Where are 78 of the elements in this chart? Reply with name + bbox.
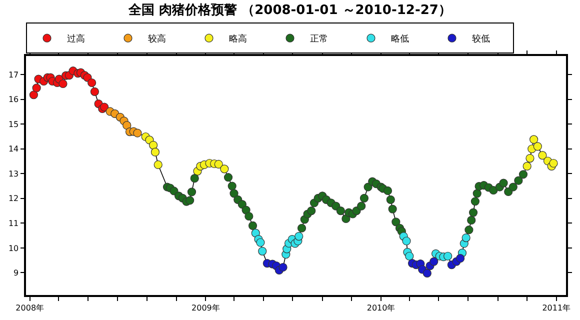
point [522,162,532,171]
y-tick-label: 10 [8,244,19,253]
point [402,236,411,246]
point [467,216,476,224]
point [422,268,432,278]
point [154,160,162,170]
y-tick-label: 17 [8,70,19,80]
point [256,238,265,247]
point [533,142,542,151]
point [149,140,158,150]
point [244,212,254,221]
point [32,84,41,92]
x-tick-label: 2009年 [192,303,220,312]
point [472,189,482,198]
point [386,195,395,204]
point [90,87,99,96]
point [88,78,96,88]
x-tick-label: 2011年 [542,303,571,312]
point [150,148,160,156]
legend-label: 过高 [67,34,85,45]
point [514,176,523,185]
y-tick-label: 14 [8,144,19,154]
point [526,154,534,163]
legend-label: 较低 [472,34,490,45]
point [470,197,480,206]
point [464,226,474,234]
y-tick-label: 16 [8,95,19,104]
point [336,206,345,216]
point [230,189,238,198]
point [388,204,397,214]
point [248,221,258,230]
point [444,252,452,260]
point [360,194,369,202]
point [170,186,178,196]
point [258,246,267,256]
point [549,158,558,168]
point [58,79,68,88]
x-tick-label: 2008年 [16,303,44,312]
point [29,90,38,100]
point [186,196,194,205]
point [278,262,288,272]
point [133,128,142,138]
point [430,257,438,266]
point [468,208,478,217]
point [538,151,547,160]
point [238,200,246,209]
point [405,252,414,260]
point [499,178,508,188]
point [190,174,199,183]
y-tick-label: 15 [8,120,19,129]
legend-label: 较高 [148,34,166,45]
point [224,173,233,182]
point [392,218,400,226]
point [297,224,306,232]
point [456,254,465,263]
legend-label: 略低 [391,34,409,45]
point [508,182,518,192]
point [357,202,366,210]
point [214,160,223,169]
y-tick-label: 9 [14,268,19,278]
x-tick-label: 2010年 [366,303,396,312]
point [462,233,470,242]
legend-label: 略高 [229,34,247,45]
legend-label: 正常 [310,34,328,45]
point [307,206,316,216]
y-tick-label: 12 [8,194,19,204]
point [220,164,229,174]
point [383,186,392,196]
y-tick-label: 13 [8,169,19,178]
point [228,182,236,190]
point [294,232,304,241]
point [518,170,528,179]
chart-title: 全国 肉猪价格预警 （2008-01-01 ～2010-12-27） [128,2,452,18]
y-tick-label: 11 [8,218,19,228]
point [187,188,196,196]
point [122,121,132,130]
point [530,135,538,144]
point [489,186,498,195]
